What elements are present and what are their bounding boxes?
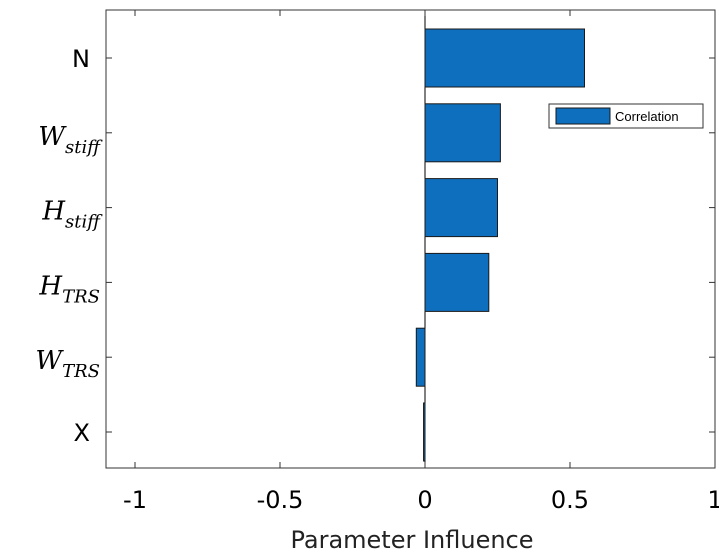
category-label-1: Wstiff <box>38 122 103 158</box>
x-tick-label-2: 0 <box>417 486 432 514</box>
category-label-sub-4: TRS <box>62 361 100 382</box>
x-tick-label-1: -0.5 <box>257 486 304 514</box>
category-label-base-4: W <box>35 346 64 376</box>
bar-0 <box>424 28 585 88</box>
bar-3 <box>424 252 490 312</box>
legend: Correlation <box>548 103 704 129</box>
x-tick-label-4: 1 <box>707 486 719 514</box>
category-label-5: X <box>74 419 90 447</box>
category-label-sub-3: TRS <box>62 286 100 307</box>
bars-group <box>415 28 585 462</box>
category-label-base-1: W <box>38 122 67 152</box>
bar-4 <box>415 327 426 387</box>
category-label-base-2: H <box>41 197 66 227</box>
x-tick-label-3: 0.5 <box>551 486 589 514</box>
ticks-group: -1 -0.5 0 0.5 1 <box>106 10 719 514</box>
legend-swatch <box>555 107 611 125</box>
category-label-sub-1: stiff <box>65 137 103 158</box>
bar-5 <box>423 402 426 462</box>
legend-label: Correlation <box>615 109 679 124</box>
x-tick-label-0: -1 <box>123 486 147 514</box>
category-label-4: WTRS <box>35 346 100 382</box>
category-label-0: N <box>72 45 90 73</box>
category-label-base-3: H <box>38 271 63 301</box>
bar-1 <box>424 103 501 163</box>
category-label-3: HTRS <box>38 271 100 307</box>
x-axis-title: Parameter Influence <box>290 526 533 553</box>
bar-2 <box>424 178 498 238</box>
plot-area <box>105 9 716 469</box>
category-label-2: Hstiff <box>41 197 103 233</box>
category-label-sub-2: stiff <box>65 212 103 233</box>
